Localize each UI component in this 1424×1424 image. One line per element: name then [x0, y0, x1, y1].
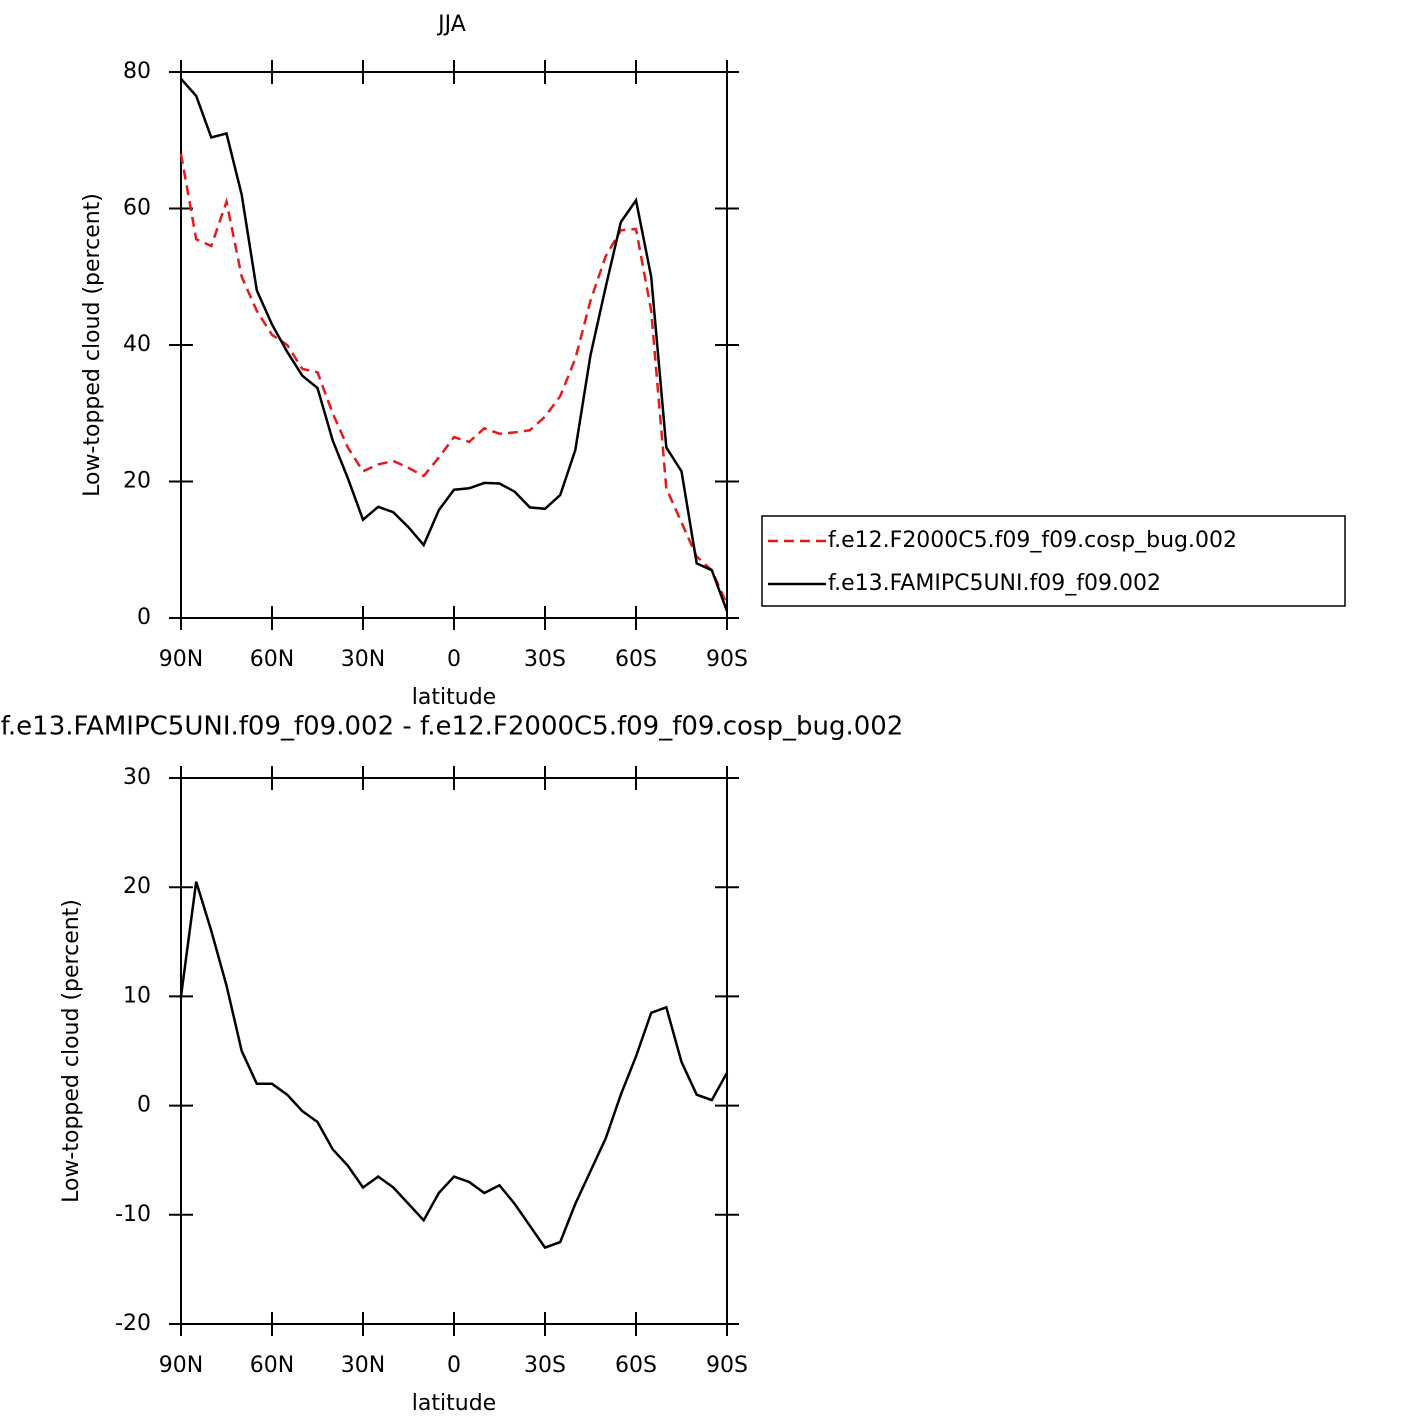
x-tick-label: 30N	[341, 647, 385, 672]
y-tick-label: 10	[123, 983, 151, 1008]
x-tick-label: 60N	[250, 647, 294, 672]
x-tick-label: 90S	[706, 647, 748, 672]
x-tick-label: 30N	[341, 1353, 385, 1378]
y-tick-label: 0	[137, 1093, 151, 1118]
x-tick-label: 0	[447, 1353, 461, 1378]
y-tick-label: -20	[115, 1311, 151, 1336]
x-tick-label: 30S	[524, 647, 566, 672]
x-tick-label: 90N	[159, 647, 203, 672]
chart-title: JJA	[436, 12, 466, 37]
y-axis-label: Low-topped cloud (percent)	[80, 193, 105, 497]
x-tick-label: 90N	[159, 1353, 203, 1378]
x-tick-label: 60N	[250, 1353, 294, 1378]
data-line	[179, 153, 729, 605]
legend-label: f.e13.FAMIPC5UNI.f09_f09.002	[828, 571, 1161, 596]
y-tick-label: 40	[123, 332, 151, 357]
x-tick-label: 60S	[615, 647, 657, 672]
x-tick-label: 30S	[524, 1353, 566, 1378]
legend-label: f.e12.F2000C5.f09_f09.cosp_bug.002	[828, 528, 1237, 553]
data-line	[179, 881, 729, 1250]
data-line	[180, 77, 729, 612]
chart-title: f.e13.FAMIPC5UNI.f09_f09.002 - f.e12.F20…	[1, 712, 904, 742]
y-tick-label: 80	[123, 59, 151, 84]
plot-frame	[180, 71, 728, 619]
y-tick-label: 0	[137, 605, 151, 630]
y-tick-label: 20	[123, 874, 151, 899]
y-tick-label: 30	[123, 765, 151, 790]
y-tick-label: -10	[115, 1202, 151, 1227]
y-tick-label: 60	[123, 196, 151, 221]
plot-frame	[180, 777, 728, 1325]
x-tick-label: 90S	[706, 1353, 748, 1378]
x-tick-label: 0	[447, 647, 461, 672]
x-axis-label: latitude	[412, 1391, 496, 1416]
y-axis-label: Low-topped cloud (percent)	[59, 899, 84, 1203]
y-tick-label: 20	[123, 469, 151, 494]
legend-box	[761, 515, 1346, 607]
x-tick-label: 60S	[615, 1353, 657, 1378]
x-axis-label: latitude	[412, 685, 496, 710]
